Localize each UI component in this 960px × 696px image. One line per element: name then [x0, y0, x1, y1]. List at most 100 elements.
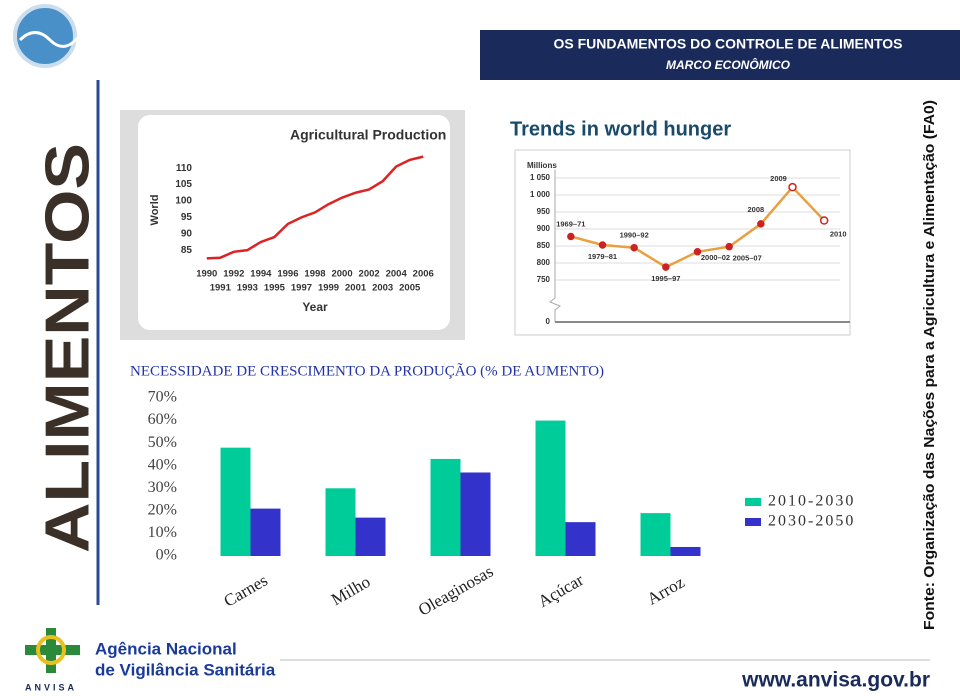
source-note: Fonte: Organização das Nações para a Agr…: [922, 100, 938, 630]
bar: [355, 517, 386, 556]
point-label: 2000–02: [701, 253, 730, 262]
point-label: 1995–97: [651, 274, 680, 283]
x-tick-label: 1990: [196, 269, 217, 280]
y-tick-label: 70%: [148, 389, 177, 406]
logo-bar: [25, 645, 80, 655]
y-tick-label: 0: [546, 317, 551, 326]
y-tick-label: 110: [176, 163, 193, 174]
x-tick-label: 1991: [210, 283, 232, 294]
x-tick-label: 2000: [331, 269, 352, 280]
y-tick-label: 10%: [148, 524, 177, 541]
y-tick-label: 40%: [148, 456, 177, 473]
site-url: www.anvisa.gov.br: [741, 669, 930, 692]
y-tick-label: 50%: [148, 434, 177, 451]
data-line: [206, 155, 424, 260]
data-point: [630, 243, 638, 252]
y-tick-label: 850: [537, 241, 551, 250]
y-tick-label: 105: [175, 179, 192, 190]
x-tick-label: 2005: [399, 283, 421, 294]
agency-name: Agência Nacional: [95, 639, 237, 658]
point-label: 2008: [747, 205, 764, 214]
data-point: [819, 216, 829, 225]
x-tick-label: 2002: [359, 269, 380, 280]
chart-title: NECESSIDADE DE CRESCIMENTO DA PRODUÇÃO (…: [130, 363, 604, 379]
x-axis-label: Year: [302, 300, 328, 314]
legend-label: 2010-2030: [768, 493, 855, 510]
y-tick-label: 90: [181, 228, 193, 239]
x-tick-label: Açúcar: [535, 570, 587, 611]
point-label: 2010: [830, 229, 847, 238]
data-point: [662, 263, 670, 271]
chart-title: Agricultural Production: [290, 127, 446, 143]
logo-swirl: [18, 31, 82, 48]
x-tick-label: 1999: [318, 283, 339, 294]
bar: [670, 546, 701, 556]
y-axis-label: World: [149, 195, 161, 226]
x-tick-label: 1994: [250, 269, 272, 280]
bar: [250, 508, 281, 556]
agency-name: de Vigilância Sanitária: [95, 660, 276, 679]
hunger-frame: [514, 149, 851, 336]
logo-text: ANVISA: [25, 682, 77, 692]
y-tick-label: 950: [537, 207, 551, 216]
bar: [640, 513, 671, 556]
point-label: 1990–92: [620, 231, 649, 240]
x-tick-label: 2006: [413, 269, 434, 280]
x-tick-label: Oleaginosas: [415, 562, 496, 620]
y-tick-label: 800: [537, 258, 551, 267]
y-tick-label: 85: [181, 245, 193, 256]
x-tick-label: 2001: [345, 283, 367, 294]
bar: [460, 472, 491, 556]
y-tick-label: 0%: [156, 547, 177, 564]
data-point: [725, 242, 733, 251]
y-tick-label: 60%: [148, 411, 177, 428]
panel: [138, 115, 450, 330]
x-tick-label: 1996: [277, 269, 298, 280]
x-tick-label: 1992: [223, 269, 244, 280]
logo-ring: [36, 635, 66, 665]
bar: [535, 420, 566, 556]
x-tick-label: 1993: [237, 283, 258, 294]
bar: [565, 522, 596, 556]
data-point: [693, 248, 702, 256]
bar: [220, 447, 251, 556]
x-tick-label: 1997: [291, 283, 312, 294]
data-point: [788, 182, 797, 192]
y-tick-label: 20%: [148, 502, 177, 519]
anvisa-logo: [25, 628, 80, 673]
y-tick-label: 95: [181, 212, 193, 223]
data-point: [757, 220, 765, 228]
y-tick-label: 30%: [148, 479, 177, 496]
side-title: ALIMENTOS: [33, 143, 102, 553]
bar: [430, 458, 461, 556]
data-point: [598, 241, 607, 249]
x-tick-label: 2004: [386, 269, 408, 280]
point-label: 2009: [770, 174, 787, 183]
x-tick-label: Milho: [328, 572, 373, 609]
chart-title: Trends in world hunger: [510, 118, 731, 140]
point-label: 2005–07: [733, 254, 762, 263]
header-title: OS FUNDAMENTOS DO CONTROLE DE ALIMENTOS: [554, 36, 903, 52]
x-tick-label: Carnes: [221, 571, 271, 611]
x-tick-label: Arroz: [644, 572, 688, 609]
bar: [325, 488, 356, 556]
x-tick-label: 2003: [372, 283, 393, 294]
legend-swatch: [745, 498, 761, 506]
axis-line: [549, 169, 561, 322]
header-bar: [480, 30, 960, 80]
x-tick-label: 1998: [304, 269, 325, 280]
y-tick-label: 100: [175, 196, 192, 207]
header-subtitle: MARCO ECONÔMICO: [666, 57, 791, 72]
legend-swatch: [745, 518, 761, 526]
y-axis-label: Millions: [527, 161, 557, 170]
point-label: 1979–81: [588, 252, 617, 261]
y-tick-label: 1 000: [530, 190, 551, 199]
y-tick-label: 1 050: [530, 173, 551, 182]
data-point: [567, 232, 575, 241]
y-tick-label: 900: [537, 224, 551, 233]
point-label: 1969–71: [556, 219, 585, 228]
x-tick-label: 1995: [264, 283, 286, 294]
y-tick-label: 750: [537, 275, 551, 284]
legend-label: 2030-2050: [768, 513, 855, 530]
